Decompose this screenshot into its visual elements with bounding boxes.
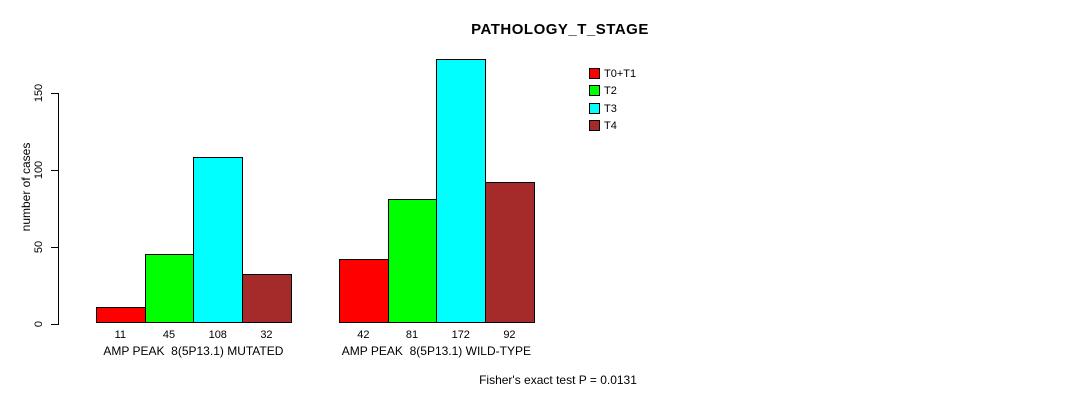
bar-T0+T1-group2 bbox=[339, 258, 389, 324]
y-axis-tick-label: 0 bbox=[33, 320, 45, 327]
y-axis-tick bbox=[51, 169, 58, 171]
bar-value-label: 108 bbox=[208, 328, 227, 341]
bar-T0+T1-group1 bbox=[96, 306, 146, 324]
legend-swatch-T4 bbox=[589, 120, 600, 132]
bar-value-label: 92 bbox=[503, 328, 516, 341]
group-label-1: AMP PEAK 8(5P13.1) MUTATED bbox=[103, 343, 284, 358]
y-axis-tick-label: 150 bbox=[33, 83, 45, 102]
y-axis-tick bbox=[51, 246, 58, 248]
stat-test-annotation: Fisher's exact test P = 0.0131 bbox=[479, 373, 637, 387]
bar-T2-group2 bbox=[387, 198, 438, 324]
y-axis-tick bbox=[51, 323, 58, 325]
legend-swatch-T2 bbox=[589, 85, 600, 97]
chart-title: PATHOLOGY_T_STAGE bbox=[471, 21, 649, 38]
group-label-2: AMP PEAK 8(5P13.1) WILD-TYPE bbox=[341, 343, 531, 358]
y-axis-line bbox=[58, 92, 59, 325]
legend-swatch-T0+T1 bbox=[589, 67, 600, 79]
legend-label-T3: T3 bbox=[604, 102, 617, 115]
y-axis-tick-label: 50 bbox=[33, 240, 45, 253]
bar-value-label: 172 bbox=[451, 328, 470, 341]
bar-value-label: 81 bbox=[405, 328, 419, 341]
y-axis-tick bbox=[51, 92, 58, 94]
bar-T3-group2 bbox=[436, 58, 487, 324]
bar-T4-group2 bbox=[485, 181, 535, 324]
bar-value-label: 45 bbox=[162, 328, 176, 341]
bar-T4-group1 bbox=[242, 274, 292, 324]
bar-value-label: 11 bbox=[114, 328, 127, 341]
bar-T3-group1 bbox=[193, 157, 244, 324]
legend-label-T4: T4 bbox=[604, 120, 617, 133]
bar-T2-group1 bbox=[144, 254, 195, 324]
y-axis-label: number of cases bbox=[19, 142, 33, 232]
legend-label-T0+T1: T0+T1 bbox=[604, 67, 637, 80]
bar-value-label: 42 bbox=[357, 328, 370, 341]
y-axis-tick-label: 100 bbox=[33, 160, 45, 179]
bar-value-label: 32 bbox=[260, 328, 273, 341]
legend-swatch-T3 bbox=[589, 102, 600, 114]
legend-label-T2: T2 bbox=[604, 85, 617, 98]
